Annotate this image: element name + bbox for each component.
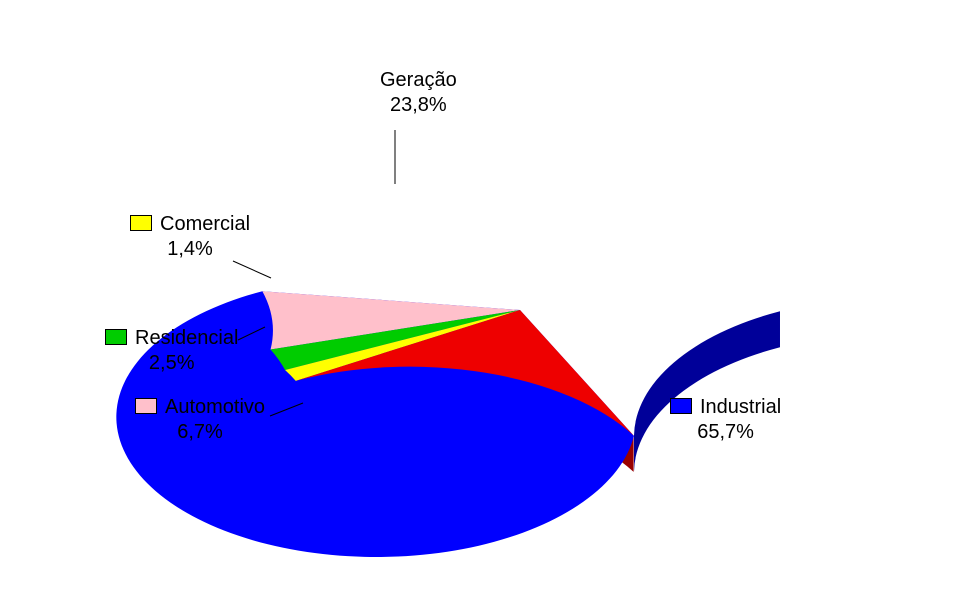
- chart-stage: Geração23,8% Comercial1,4% Residencial2,5%…: [0, 0, 970, 604]
- legend-swatch: [130, 215, 152, 231]
- pie-label-name: Residencial: [135, 327, 238, 349]
- pie-label-value: 2,5%: [105, 351, 238, 376]
- pie-label-name: Geração: [380, 69, 457, 91]
- legend-swatch: [105, 329, 127, 345]
- pie-label-comercial: Comercial1,4%: [130, 212, 250, 262]
- pie-label-name: Comercial: [160, 213, 250, 235]
- legend-swatch: [670, 398, 692, 414]
- pie-label-name: Industrial: [700, 396, 781, 418]
- pie-label-value: 1,4%: [130, 237, 250, 262]
- pie-3d-chart: [0, 0, 970, 604]
- pie-label-automotivo: Automotivo6,7%: [135, 395, 265, 445]
- pie-label-value: 23,8%: [380, 93, 457, 118]
- pie-label-industrial: Industrial65,7%: [670, 395, 781, 445]
- pie-label-name: Automotivo: [165, 396, 265, 418]
- pie-label-geração: Geração23,8%: [380, 68, 457, 118]
- pie-label-residencial: Residencial2,5%: [105, 326, 238, 376]
- pie-label-value: 65,7%: [670, 420, 781, 445]
- pie-label-value: 6,7%: [135, 420, 265, 445]
- legend-swatch: [135, 398, 157, 414]
